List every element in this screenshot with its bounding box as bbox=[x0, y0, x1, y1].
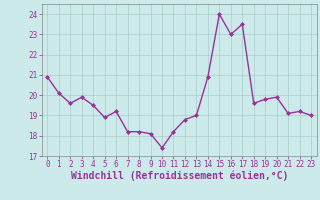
X-axis label: Windchill (Refroidissement éolien,°C): Windchill (Refroidissement éolien,°C) bbox=[70, 171, 288, 181]
